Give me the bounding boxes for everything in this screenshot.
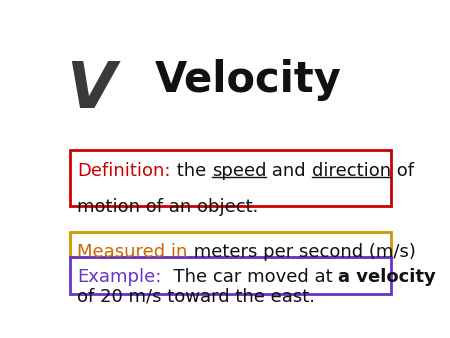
Text: V: V: [67, 59, 116, 121]
Text: Velocity: Velocity: [155, 59, 342, 101]
Text: direction: direction: [311, 162, 391, 179]
Text: of 20 m/s toward the east.: of 20 m/s toward the east.: [77, 288, 315, 306]
Text: the: the: [171, 162, 212, 179]
Text: motion of an object.: motion of an object.: [77, 198, 259, 216]
Text: The car moved at: The car moved at: [162, 268, 338, 286]
Text: and: and: [266, 162, 311, 179]
Text: meters per second (m/s): meters per second (m/s): [188, 243, 415, 261]
Text: Example:: Example:: [77, 268, 162, 286]
Text: of: of: [391, 162, 414, 179]
Text: Definition:: Definition:: [77, 162, 171, 179]
Text: a velocity: a velocity: [338, 268, 436, 286]
Text: Measured in: Measured in: [77, 243, 188, 261]
Text: speed: speed: [212, 162, 266, 179]
